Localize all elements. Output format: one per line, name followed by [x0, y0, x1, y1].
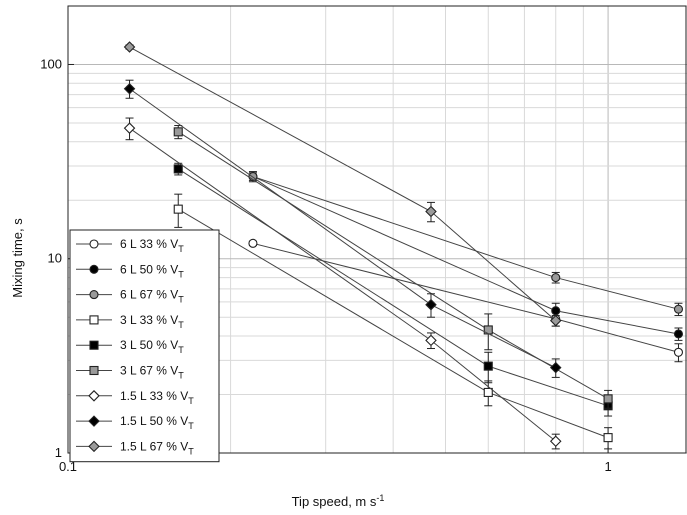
legend-label: 3 L 50 % VT — [120, 338, 184, 355]
data-point — [173, 204, 183, 214]
legend-label: 6 L 50 % VT — [120, 262, 184, 279]
legend-marker — [89, 290, 99, 300]
x-tick-label: 0.1 — [59, 459, 77, 474]
plot-area-border — [67, 5, 687, 454]
x-tick-label: 1 — [604, 459, 611, 474]
data-point — [673, 347, 684, 357]
series-lines — [123, 41, 684, 450]
legend-label: 1.5 L 50 % VT — [120, 414, 194, 431]
data-point — [673, 329, 684, 339]
legend-item: 3 L 50 % VT — [76, 338, 184, 355]
y-tick-label: 1 — [55, 445, 62, 460]
y-tick-label: 100 — [40, 56, 62, 71]
legend-item: 6 L 33 % VT — [76, 237, 184, 254]
legend-marker — [89, 340, 99, 350]
data-point — [425, 298, 437, 311]
series-3-l-33-v — [173, 193, 613, 450]
legend-marker — [88, 415, 100, 427]
legend-marker — [89, 365, 99, 376]
legend-item: 1.5 L 67 % VT — [76, 439, 194, 456]
data-point — [123, 82, 136, 95]
legend-label: 1.5 L 67 % VT — [120, 439, 194, 456]
data-point — [425, 205, 437, 218]
data-point — [551, 273, 561, 283]
data-point — [483, 361, 493, 371]
data-point — [123, 41, 136, 53]
series-1-5-l-50-v — [123, 79, 562, 378]
data-point — [173, 164, 183, 174]
series-6-l-67-v — [248, 171, 684, 317]
series-1-5-l-67-v — [123, 41, 562, 327]
legend-marker — [88, 440, 100, 453]
data-point — [551, 306, 561, 316]
legend-label: 6 L 33 % VT — [120, 237, 184, 254]
legend-item: 6 L 50 % VT — [76, 262, 184, 279]
legend-marker — [89, 239, 99, 249]
legend-marker — [89, 315, 99, 325]
legend-marker — [88, 390, 100, 402]
data-point — [483, 387, 493, 397]
data-point — [603, 433, 613, 443]
legend-label: 1.5 L 33 % VT — [120, 389, 194, 406]
plot-frame — [67, 5, 687, 454]
data-point — [425, 334, 437, 347]
x-axis-title: Tip speed, m s-1 — [292, 493, 385, 509]
data-point — [123, 122, 136, 134]
data-point — [173, 127, 183, 137]
data-point — [549, 435, 562, 447]
legend: 6 L 33 % VT 6 L 50 % VT 6 L 67 % VT 3 L 33 … — [69, 229, 220, 463]
legend-label: 6 L 67 % VT — [120, 288, 184, 305]
legend-item: 6 L 67 % VT — [76, 288, 184, 305]
data-point — [603, 394, 613, 404]
data-point — [248, 238, 258, 248]
legend-item: 1.5 L 33 % VT — [76, 389, 194, 406]
legend-item: 3 L 33 % VT — [76, 313, 184, 330]
legend-item: 1.5 L 50 % VT — [76, 414, 194, 431]
legend-marker — [89, 264, 99, 274]
series-1-5-l-33-v — [123, 117, 562, 450]
data-point — [673, 304, 684, 314]
legend-label: 3 L 33 % VT — [120, 313, 184, 330]
legend-item: 3 L 67 % VT — [76, 364, 184, 381]
data-point — [549, 361, 562, 374]
y-tick-label: 10 — [48, 251, 62, 266]
legend-label: 3 L 67 % VT — [120, 364, 184, 381]
data-point — [549, 314, 562, 327]
y-axis-title: Mixing time, s — [10, 218, 25, 298]
